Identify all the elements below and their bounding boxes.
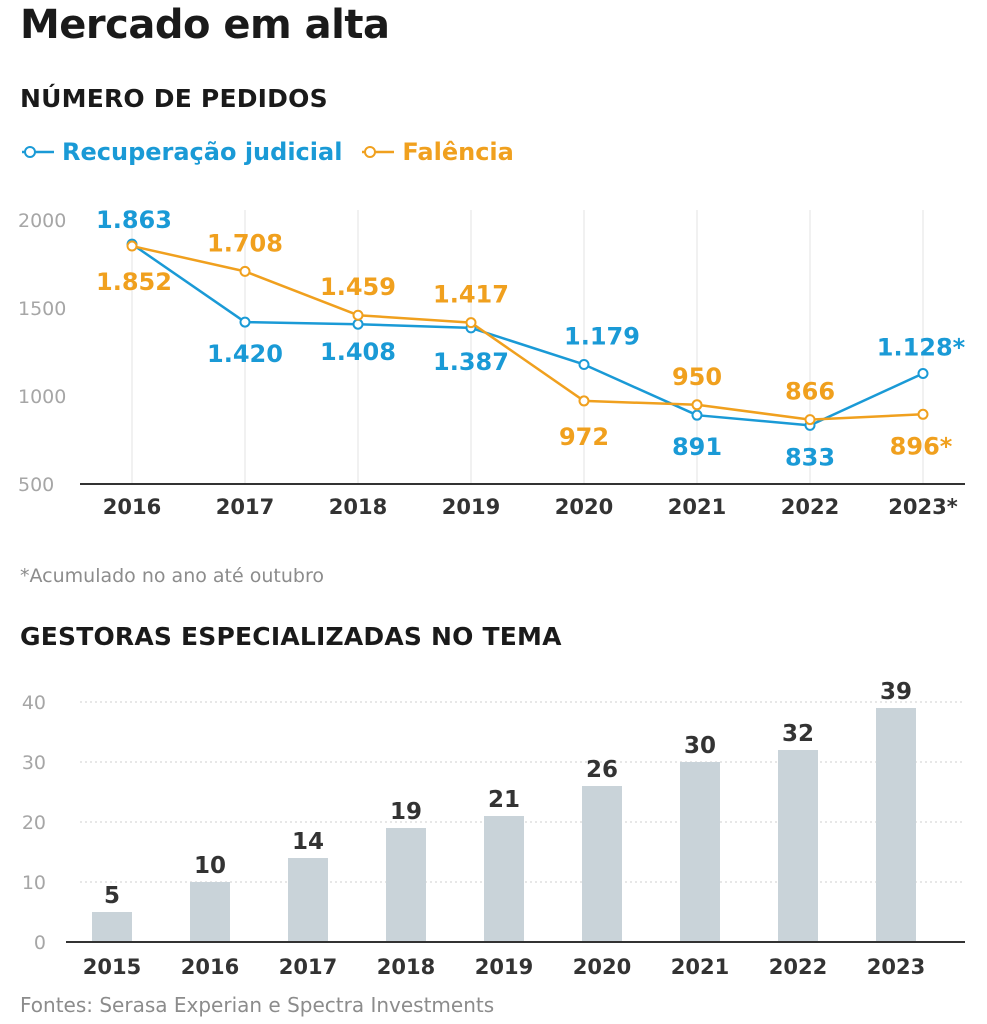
bar-value-label: 39 [880, 679, 912, 705]
data-point [126, 240, 138, 252]
x-tick-label: 2023 [867, 955, 925, 979]
x-tick-label: 2023* [888, 495, 957, 519]
series-line [131, 243, 924, 427]
y-tick-label: 40 [22, 692, 46, 714]
data-label: 1.408 [320, 338, 396, 366]
x-tick-label: 2020 [573, 955, 631, 979]
data-label: 1.417 [433, 281, 509, 309]
data-label: 950 [672, 363, 722, 391]
data-label: 1.459 [320, 273, 396, 301]
data-point [578, 395, 590, 407]
data-point [239, 316, 251, 328]
page-title: Mercado em alta [20, 2, 390, 48]
bar-chart-title: GESTORAS ESPECIALIZADAS NO TEMA [20, 622, 562, 651]
data-point [691, 409, 703, 421]
bar [484, 816, 524, 942]
bar [680, 762, 720, 942]
bar-value-label: 5 [104, 883, 120, 909]
legend-label-falencia: Falência [402, 138, 514, 166]
y-tick-label: 1500 [18, 298, 66, 320]
y-tick-label: 30 [22, 752, 46, 774]
data-label: 833 [785, 443, 835, 471]
legend-marker-falencia-icon [362, 146, 395, 158]
x-tick-label: 2015 [83, 955, 141, 979]
x-tick-label: 2022 [769, 955, 827, 979]
bar [582, 786, 622, 942]
data-point [352, 318, 364, 330]
line-chart-title: NÚMERO DE PEDIDOS [20, 84, 328, 113]
y-tick-label: 500 [18, 474, 54, 496]
x-tick-label: 2020 [555, 495, 613, 519]
data-point [691, 399, 703, 411]
x-tick-label: 2016 [181, 955, 239, 979]
bar-value-label: 19 [390, 799, 422, 825]
bar [876, 708, 916, 942]
data-point [917, 408, 929, 420]
x-tick-label: 2021 [671, 955, 729, 979]
bar-value-label: 10 [194, 853, 226, 879]
data-label: 1.863 [96, 206, 172, 234]
bar-chart: 0 10 20 30 40 5 2015 10 2016 14 2017 19 2018 21 2019 26… [22, 679, 965, 979]
data-point [352, 309, 364, 321]
bar [288, 858, 328, 942]
x-tick-label: 2019 [475, 955, 533, 979]
data-point [578, 358, 590, 370]
x-tick-label: 2016 [103, 495, 161, 519]
data-point [465, 317, 477, 329]
x-tick-label: 2017 [216, 495, 274, 519]
bar-value-label: 26 [586, 757, 618, 783]
data-label: 1.179 [564, 322, 640, 350]
data-label: 1.708 [207, 229, 283, 257]
bar [92, 912, 132, 942]
bar [190, 882, 230, 942]
data-label: 1.852 [96, 268, 172, 296]
line-chart: 500 1000 1500 2000 2016 2017 2018 2019 2020 2021 2… [18, 206, 966, 519]
bar-value-label: 30 [684, 733, 716, 759]
bar-value-label: 21 [488, 787, 520, 813]
data-label: 1.128* [877, 333, 966, 361]
bar [778, 750, 818, 942]
legend-marker-recuperacao-icon [22, 146, 54, 158]
y-tick-label: 20 [22, 812, 46, 834]
data-label: 972 [559, 423, 609, 451]
y-tick-label: 1000 [18, 386, 66, 408]
y-tick-label: 0 [34, 932, 46, 954]
x-tick-label: 2018 [377, 955, 435, 979]
line-chart-legend: Recuperação judicial Falência [20, 138, 532, 166]
bar-value-label: 32 [782, 721, 814, 747]
data-label: 866 [785, 378, 835, 406]
data-point [917, 367, 929, 379]
x-tick-label: 2019 [442, 495, 500, 519]
data-label: 891 [672, 433, 722, 461]
bar [386, 828, 426, 942]
data-point [239, 265, 251, 277]
legend-item-recuperacao: Recuperação judicial [20, 138, 342, 166]
legend-item-falencia: Falência [360, 138, 514, 166]
x-tick-label: 2021 [668, 495, 726, 519]
y-tick-label: 10 [22, 872, 46, 894]
bar-value-label: 14 [292, 829, 324, 855]
data-label: 1.420 [207, 340, 283, 368]
y-tick-label: 2000 [18, 210, 66, 232]
x-tick-label: 2017 [279, 955, 337, 979]
x-tick-label: 2022 [781, 495, 839, 519]
legend-label-recuperacao: Recuperação judicial [62, 138, 343, 166]
data-label: 1.387 [433, 348, 509, 376]
footnote: *Acumulado no ano até outubro [20, 565, 324, 587]
x-tick-label: 2018 [329, 495, 387, 519]
data-point [804, 414, 816, 426]
source-credit: Fontes: Serasa Experian e Spectra Invest… [20, 993, 495, 1017]
data-label: 896* [890, 432, 953, 460]
series-line [131, 244, 924, 421]
